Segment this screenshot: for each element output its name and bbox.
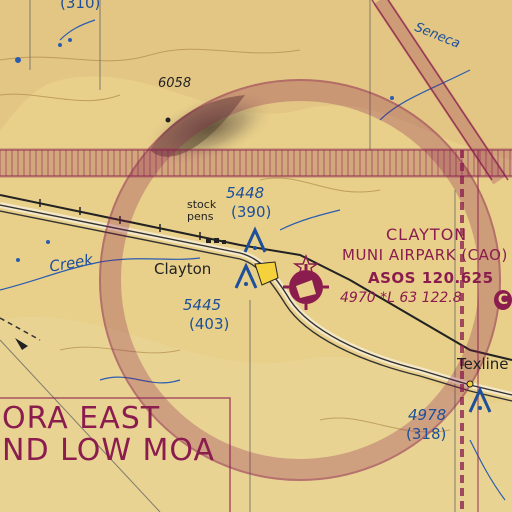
lakes <box>15 38 394 262</box>
top-obstacle-label: (310) <box>60 0 101 12</box>
mtr-ticks <box>0 150 511 176</box>
tower1-msl-label: 5448 <box>226 184 265 202</box>
clayton-town-label: Clayton <box>154 260 212 278</box>
contour-lines <box>0 48 451 433</box>
clayton-town-area <box>254 261 279 286</box>
airport-name-label: CLAYTON <box>386 225 468 244</box>
tower2-msl-label: 5445 <box>183 296 222 314</box>
route-arrow <box>15 338 28 350</box>
rotating-beacon-star-icon <box>292 254 320 278</box>
tower-symbols <box>234 226 492 413</box>
higher-terrain-tint <box>0 0 512 160</box>
tower-3-icon <box>468 386 492 413</box>
tower-2-icon <box>234 262 258 289</box>
airport-symbol <box>283 254 329 310</box>
tower-dots <box>244 246 482 410</box>
texline-town-label: Texline <box>457 355 509 373</box>
moa-name-line2: ND LOW MOA <box>2 433 216 468</box>
tower1-agl-label: (390) <box>231 203 272 221</box>
stock-pen-2 <box>214 238 219 243</box>
class-e-ring-edge <box>99 79 501 481</box>
stock-pens-label: stock pens <box>187 198 217 223</box>
minor-roads <box>0 0 456 512</box>
mtr-diagonal-edge-2 <box>371 0 493 181</box>
moa-boundary <box>0 397 231 512</box>
airport-info-label: 4970 *L 63 122.8 <box>340 290 462 306</box>
highway-road <box>0 204 512 396</box>
class-e-ring <box>99 79 501 481</box>
stock-pen-3 <box>222 240 226 244</box>
tower2-agl-label: (403) <box>189 315 230 333</box>
moa-name-line1: ORA EAST <box>2 401 161 436</box>
mesa-dark-relief <box>150 95 245 157</box>
dashed-road <box>0 317 41 341</box>
tower-1-icon <box>243 226 267 253</box>
mtr-hatching <box>0 149 512 177</box>
mtr-diagonal-edge <box>387 0 509 181</box>
runway-shape <box>296 280 316 298</box>
ctaf-symbol: C <box>494 290 512 310</box>
texline-town-dot <box>466 380 474 388</box>
tower3-agl-label: (318) <box>406 425 447 443</box>
asos-frequency-label: ASOS 120.625 <box>368 269 494 287</box>
mtr-band <box>0 148 512 178</box>
peak-dot <box>165 117 171 123</box>
streams <box>0 19 506 501</box>
tower3-msl-label: 4978 <box>408 406 447 424</box>
mtr-diagonal-band <box>373 0 507 185</box>
airport-name-line2-label: MUNI AIRPARK (CAO) <box>342 246 508 264</box>
airport-ticks <box>283 264 329 310</box>
railroad-ties <box>39 199 201 240</box>
stock-pen-1 <box>206 238 211 243</box>
peak-elevation-label: 6058 <box>158 76 192 91</box>
